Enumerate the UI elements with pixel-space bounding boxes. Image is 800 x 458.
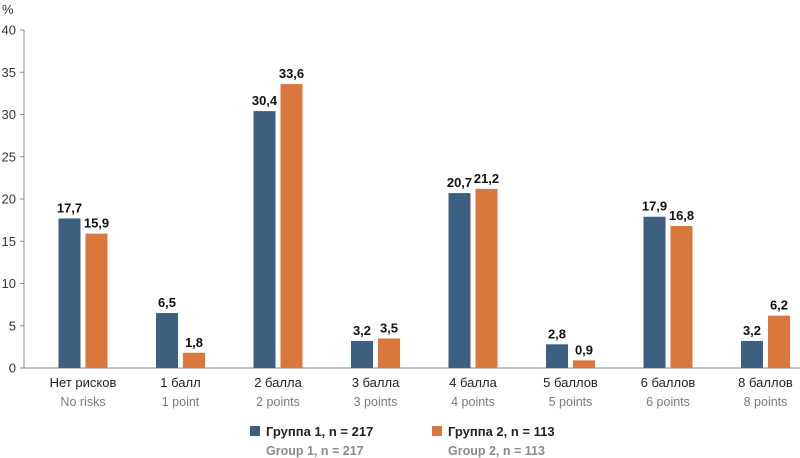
bar-series-1-6 xyxy=(546,344,568,368)
y-axis-ticks: 0 5 10 15 20 25 30 35 40 xyxy=(2,23,24,376)
y-tick-label: 0 xyxy=(9,361,16,376)
category-label: 6 баллов xyxy=(641,375,696,390)
category-label-en: 5 points xyxy=(549,395,593,409)
legend-swatch-group-1 xyxy=(250,426,260,436)
category-label: 1 балл xyxy=(160,375,200,390)
bar-series-1-3 xyxy=(253,111,276,369)
bar-series-2-4 xyxy=(378,338,400,368)
value-label-series-2-7: 16,8 xyxy=(669,208,694,223)
value-label-series-2-2: 1,8 xyxy=(185,335,203,350)
legend-label-group-1: Группа 1, n = 217 xyxy=(266,424,373,439)
category-labels-group: Нет рисков No risks 1 балл 1 point 2 балла 2 … xyxy=(50,375,793,409)
value-label-series-1-2: 6,5 xyxy=(158,295,176,310)
y-tick-label: 10 xyxy=(2,276,16,291)
y-tick-label: 15 xyxy=(2,234,16,249)
category-label: 8 баллов xyxy=(738,375,793,390)
value-label-series-1-6: 2,8 xyxy=(548,326,566,341)
value-labels-group: 17,7 6,5 30,4 3,2 20,7 2,8 17,9 3,2 15,9 1,8 33,6 3… xyxy=(57,66,788,357)
y-axis-unit-label: % xyxy=(2,2,14,17)
legend-swatch-group-2 xyxy=(432,426,442,436)
y-tick-label: 30 xyxy=(2,107,16,122)
category-label-en: 2 points xyxy=(256,395,300,409)
category-label-en: 8 points xyxy=(744,395,788,409)
bar-series-1-2 xyxy=(156,313,178,368)
bar-series-2-8 xyxy=(768,315,790,368)
category-label-en: 6 points xyxy=(646,395,690,409)
bar-series-2-1 xyxy=(85,233,108,368)
category-label: 2 балла xyxy=(254,375,302,390)
category-label: 4 балла xyxy=(449,375,497,390)
category-label-en: 4 points xyxy=(451,395,495,409)
bar-series-1-4 xyxy=(351,340,373,368)
bars-group xyxy=(58,84,790,369)
value-label-series-2-3: 33,6 xyxy=(279,66,304,81)
value-label-series-2-5: 21,2 xyxy=(474,171,499,186)
bar-series-1-5 xyxy=(448,193,471,368)
category-label: 3 балла xyxy=(352,375,400,390)
value-label-series-1-3: 30,4 xyxy=(252,93,278,108)
bar-series-2-2 xyxy=(183,352,205,368)
category-label-en: No risks xyxy=(60,395,105,409)
category-label: 5 баллов xyxy=(543,375,598,390)
bar-series-1-1 xyxy=(58,218,81,368)
bar-series-2-7 xyxy=(670,226,693,368)
value-label-series-1-1: 17,7 xyxy=(57,200,82,215)
legend: Группа 1, n = 217 Group 1, n = 217 Групп… xyxy=(250,424,555,458)
bar-series-1-8 xyxy=(741,340,763,368)
bar-series-2-6 xyxy=(573,360,595,368)
category-label-en: 3 points xyxy=(354,395,398,409)
legend-label-group-2: Группа 2, n = 113 xyxy=(448,424,555,439)
y-tick-label: 25 xyxy=(2,149,16,164)
legend-label-group-1-en: Group 1, n = 217 xyxy=(266,444,364,458)
y-tick-label: 35 xyxy=(2,65,16,80)
bar-series-2-5 xyxy=(475,188,498,368)
legend-label-group-2-en: Group 2, n = 113 xyxy=(448,444,545,458)
value-label-series-2-1: 15,9 xyxy=(84,216,109,231)
value-label-series-1-5: 20,7 xyxy=(447,175,472,190)
category-label: Нет рисков xyxy=(50,375,117,390)
value-label-series-2-8: 6,2 xyxy=(770,298,788,313)
bar-series-1-7 xyxy=(643,216,666,368)
y-tick-label: 5 xyxy=(9,318,16,333)
value-label-series-1-8: 3,2 xyxy=(743,323,761,338)
value-label-series-1-7: 17,9 xyxy=(642,199,667,214)
value-label-series-1-4: 3,2 xyxy=(353,323,371,338)
y-tick-label: 20 xyxy=(2,192,16,207)
category-label-en: 1 point xyxy=(162,395,200,409)
value-label-series-2-4: 3,5 xyxy=(380,320,398,335)
value-label-series-2-6: 0,9 xyxy=(575,342,593,357)
y-tick-label: 40 xyxy=(2,23,16,38)
bar-series-2-3 xyxy=(280,84,303,368)
